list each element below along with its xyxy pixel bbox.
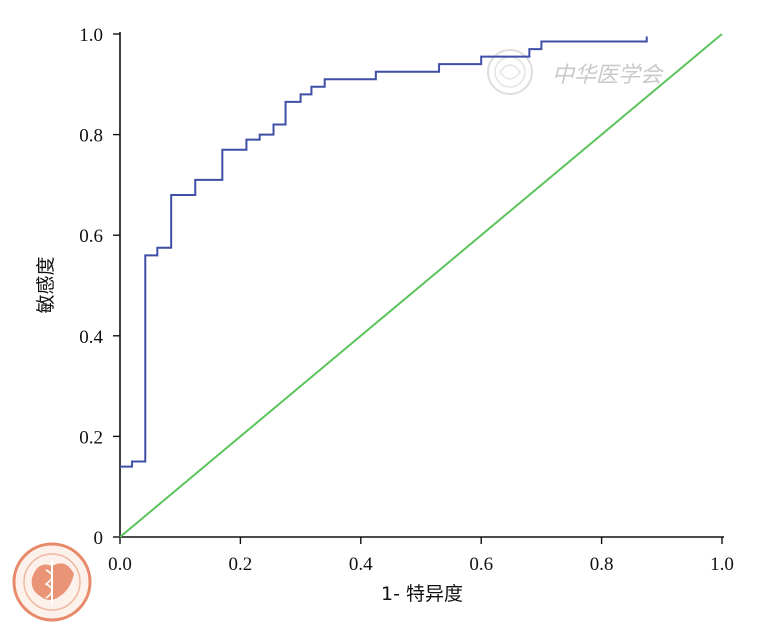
roc-curve-line	[120, 36, 648, 468]
reference-diagonal-line	[119, 33, 723, 538]
y-axis-title: 敏感度	[35, 256, 57, 313]
axes	[119, 32, 724, 538]
x-tick-label: 0.2	[229, 554, 253, 575]
x-tick-label: 0.6	[469, 554, 493, 575]
x-axis-ticks: 0.0 0.2 0.4 0.6 0.8 1.0	[108, 537, 734, 575]
y-tick-label: 0.6	[79, 226, 103, 247]
x-tick-label: 1.0	[710, 554, 734, 575]
x-axis-title: 1- 特异度	[381, 583, 463, 605]
y-tick-label: 0.4	[79, 327, 103, 348]
y-tick-label: 0.8	[79, 126, 103, 147]
watermark: 中华医学会	[487, 49, 664, 95]
y-tick-label: 0	[94, 528, 104, 549]
association-seal	[12, 542, 92, 622]
x-tick-label: 0.8	[590, 554, 614, 575]
x-tick-label: 0.4	[349, 554, 373, 575]
watermark-text: 中华医学会	[552, 63, 664, 88]
y-axis-ticks: 0 0.2 0.4 0.6 0.8 1.0	[79, 25, 120, 549]
y-tick-label: 0.2	[79, 427, 103, 448]
series-layer	[119, 33, 723, 538]
y-tick-label: 1.0	[79, 25, 103, 46]
x-tick-label: 0.0	[108, 554, 132, 575]
